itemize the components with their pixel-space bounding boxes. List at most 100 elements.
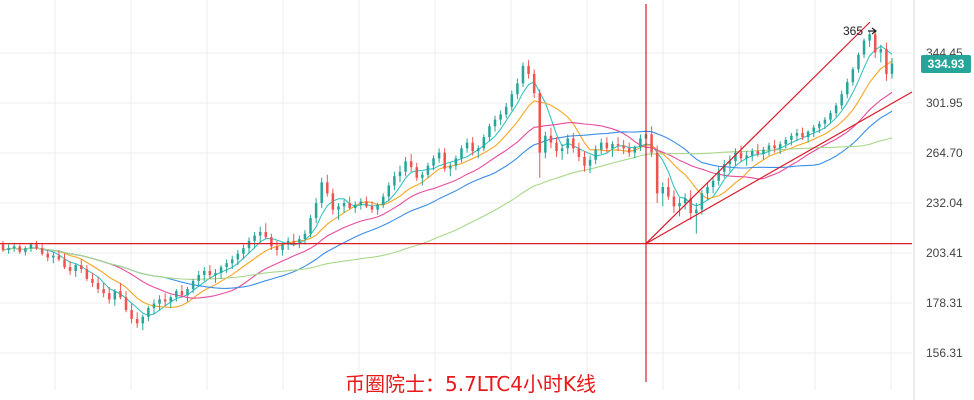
candle-body xyxy=(225,263,228,268)
candle-body xyxy=(230,259,234,264)
candle-body xyxy=(152,303,156,308)
y-tick-label: 156.31 xyxy=(926,346,963,360)
candle-body xyxy=(18,246,22,252)
candle-body xyxy=(286,240,290,245)
candle-body xyxy=(488,126,491,138)
candle-body xyxy=(80,265,83,270)
candle-body xyxy=(588,159,592,166)
candle-body xyxy=(566,138,569,149)
ma-line-30 xyxy=(2,110,893,289)
candle-body xyxy=(633,146,637,153)
candle-body xyxy=(599,142,603,150)
candle-body xyxy=(728,161,732,165)
candle-body xyxy=(818,123,821,128)
candle-body xyxy=(169,297,172,302)
candle-body xyxy=(840,94,843,106)
chart-title: 币圈院士：5.7LTC4小时K线 xyxy=(345,372,597,396)
candle-body xyxy=(141,316,145,324)
candle-body xyxy=(795,133,799,136)
candle-body xyxy=(163,299,167,302)
candle-body xyxy=(214,272,217,275)
trend-line-shallow xyxy=(645,91,913,245)
candle-body xyxy=(236,253,240,260)
candle-body xyxy=(443,152,446,169)
candle-body xyxy=(756,151,760,154)
candle-body xyxy=(527,65,530,74)
candle-body xyxy=(745,155,748,159)
candle-body xyxy=(493,119,497,127)
candle-body xyxy=(560,148,564,152)
candle-body xyxy=(689,198,692,214)
candle-body xyxy=(767,145,771,150)
candle-body xyxy=(516,83,519,95)
candle-body xyxy=(85,269,89,279)
candle-body xyxy=(683,198,687,204)
candle-body xyxy=(851,69,855,83)
candle-body xyxy=(723,164,726,172)
candle-body xyxy=(29,244,33,249)
y-tick-label: 178.31 xyxy=(926,296,963,310)
candle-body xyxy=(353,204,357,209)
candle-body xyxy=(460,148,463,159)
candle-body xyxy=(661,187,665,194)
candle-body xyxy=(544,135,547,153)
candle-body xyxy=(823,119,827,124)
candle-body xyxy=(778,144,782,149)
candle-body xyxy=(801,133,804,138)
candle-body xyxy=(247,240,251,249)
candle-body xyxy=(655,152,659,194)
candle-body xyxy=(348,203,351,209)
candle-body xyxy=(342,203,346,207)
candle-body xyxy=(650,134,653,153)
candle-body xyxy=(381,196,385,205)
candle-body xyxy=(695,209,698,214)
candle-body xyxy=(264,231,268,238)
candle-body xyxy=(432,158,435,166)
candle-body xyxy=(834,105,838,114)
candle-body xyxy=(208,270,212,275)
candle-body xyxy=(365,201,368,207)
last-price-badge: 334.93 xyxy=(921,55,971,73)
candle-body xyxy=(762,149,765,154)
candle-body xyxy=(510,94,514,107)
candle-body xyxy=(890,63,894,74)
candle-body xyxy=(868,34,871,41)
candle-body xyxy=(504,106,508,115)
candle-body xyxy=(521,65,525,84)
candle-body xyxy=(471,142,474,152)
candle-body xyxy=(706,187,709,194)
candle-body xyxy=(790,135,793,140)
candle-body xyxy=(393,176,396,186)
candle-body xyxy=(711,180,715,188)
candle-body xyxy=(622,145,625,149)
candle-body xyxy=(63,259,66,268)
candle-body xyxy=(465,142,469,149)
candle-body xyxy=(135,318,139,324)
candle-body xyxy=(415,167,419,178)
candle-body xyxy=(538,93,542,153)
candle-body xyxy=(7,248,10,251)
grid-lines xyxy=(0,0,912,390)
candle-body xyxy=(258,231,262,236)
candle-body xyxy=(611,144,614,149)
candle-body xyxy=(667,187,670,197)
candle-body xyxy=(119,291,122,298)
candle-body xyxy=(885,49,888,74)
candle-body xyxy=(594,149,597,160)
candle-body xyxy=(359,201,363,205)
candle-body xyxy=(370,206,374,210)
candle-body xyxy=(91,278,94,283)
candle-body xyxy=(331,193,335,210)
candle-body xyxy=(404,161,407,172)
candle-body xyxy=(449,165,452,169)
candle-body xyxy=(107,293,111,300)
candle-body xyxy=(555,142,558,152)
candle-body xyxy=(846,82,849,95)
candle-body xyxy=(68,267,72,271)
candle-body xyxy=(734,152,737,162)
candle-body xyxy=(437,152,441,159)
candle-body xyxy=(1,244,5,251)
high-marker-label: 365 xyxy=(843,24,863,38)
